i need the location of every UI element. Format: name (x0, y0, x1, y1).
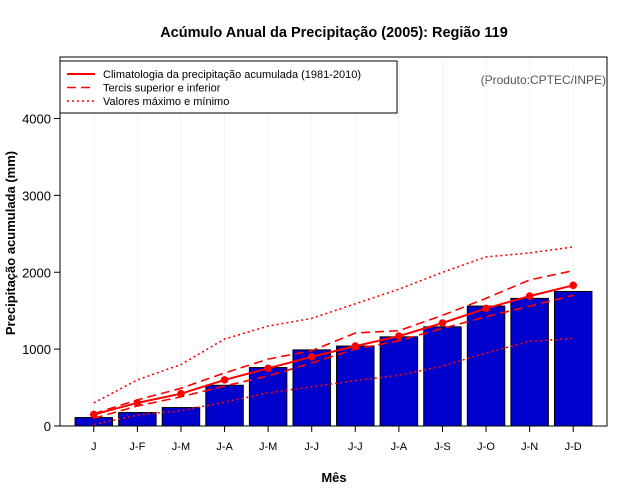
x-tick-label: J-M (172, 441, 190, 453)
series-point (395, 332, 403, 340)
x-tick-label: J-D (565, 441, 582, 453)
x-tick-label: J-M (259, 441, 277, 453)
legend-box (59, 60, 398, 114)
bar (74, 417, 114, 427)
y-tick-label: 2000 (22, 265, 51, 280)
y-tick-label: 4000 (22, 112, 51, 127)
series-line (93, 294, 574, 420)
axes: 0 1000 2000 3000 4000 J J-F J-M J-A J-M J-J J-J J-A J… (22, 56, 608, 453)
x-tick-label: J-S (434, 441, 451, 453)
series-point (220, 376, 229, 384)
y-tick-label: 1000 (22, 342, 51, 357)
bar (248, 367, 288, 427)
plot-frame (59, 56, 608, 427)
bar (336, 345, 375, 427)
bar (466, 305, 506, 427)
y-tick-label: 3000 (22, 188, 51, 203)
bar (205, 384, 244, 427)
bar (553, 290, 593, 427)
series-point (264, 364, 272, 373)
x-tick-label: J-O (477, 441, 495, 453)
series-point (569, 281, 578, 290)
x-tick-label: J (91, 441, 97, 453)
grid (93, 57, 574, 426)
series-lines (89, 246, 578, 426)
bar (118, 412, 157, 427)
series-point (525, 292, 534, 300)
bar (161, 407, 201, 427)
series-line (93, 284, 574, 416)
y-tick-label: 0 (44, 419, 51, 434)
series-point (307, 353, 316, 361)
x-tick-label: J-J (304, 441, 319, 453)
x-tick-label: J-J (348, 441, 363, 453)
series-point (438, 319, 447, 327)
series-point (482, 304, 490, 313)
bar (510, 297, 549, 427)
x-axis-label: Mês (321, 470, 346, 485)
bar (292, 349, 331, 427)
legend-label: Climatologia da precipitação acumulada (… (103, 69, 361, 81)
bar (423, 326, 462, 427)
x-tick-label: J-A (391, 441, 408, 453)
chart-title: Acúmulo Anual da Precipitação (2005): Re… (160, 25, 508, 41)
credit-text: (Produto:CPTEC/INPE) (481, 73, 606, 87)
x-tick-label: J-N (521, 441, 538, 453)
series-line (93, 337, 574, 426)
bar (379, 336, 419, 427)
legend: Climatologia da precipitação acumulada (… (59, 60, 398, 114)
y-axis-label: Precipitação acumulada (mm) (3, 151, 18, 335)
bars (74, 290, 593, 427)
legend-label: Valores máximo e mínimo (103, 96, 229, 108)
x-tick-label: J-A (216, 441, 233, 453)
legend-label: Tercis superior e inferior (103, 83, 221, 95)
x-tick-label: J-F (129, 441, 145, 453)
